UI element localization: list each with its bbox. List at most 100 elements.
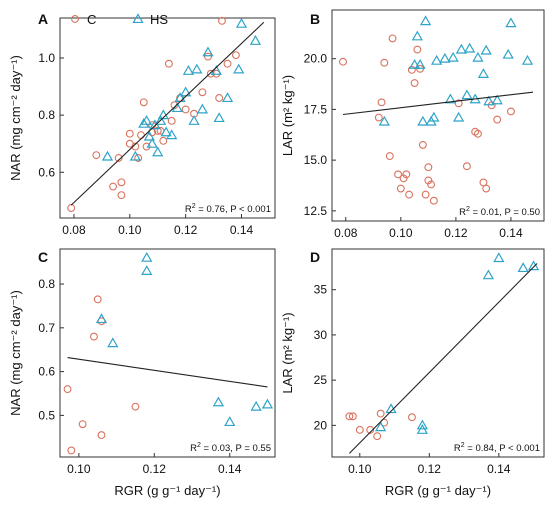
data-point-c [416, 64, 425, 73]
data-point-c [137, 131, 145, 140]
data-point-hs [166, 129, 178, 140]
data-point-c [339, 57, 347, 66]
data-point-c [217, 16, 226, 25]
data-point-c [380, 58, 389, 67]
data-point-hs [182, 65, 195, 75]
plot-frame [331, 248, 545, 458]
stat-r2-superscript: 2 [461, 442, 465, 449]
data-point-hs [249, 35, 262, 45]
x-tick-label: 0.08 [334, 226, 358, 240]
x-tick-label: 0.14 [487, 462, 511, 476]
data-point-c [407, 413, 416, 422]
data-point-hs [261, 398, 274, 409]
y-axis-label: NAR (mg cm⁻² day⁻¹) [8, 290, 23, 416]
data-point-c [97, 431, 106, 440]
data-point-c [89, 332, 98, 341]
data-point-hs [464, 42, 476, 53]
x-tick-label: 0.14 [230, 223, 254, 237]
data-point-c [198, 88, 207, 97]
y-axis-label: LAR (m² kg⁻¹) [280, 312, 295, 393]
data-point-hs [491, 94, 503, 105]
data-point-hs [414, 58, 426, 69]
data-point-c [134, 154, 143, 162]
stat-r2-superscript: 2 [197, 442, 201, 449]
stat-values: = 0.03, P = 0.55 [201, 443, 271, 454]
stat-r2-superscript: 2 [192, 203, 196, 210]
regression-line [70, 21, 265, 206]
data-point-hs [482, 269, 495, 280]
data-point-hs [233, 63, 245, 74]
data-point-c [109, 182, 118, 191]
stat-annotation: R2 = 0.01, P = 0.50 [459, 206, 540, 218]
data-point-c [125, 129, 134, 138]
stat-annotation: R2 = 0.76, P < 0.001 [185, 203, 271, 215]
data-point-c [93, 295, 102, 304]
stat-r-symbol: R [190, 443, 197, 454]
stat-r2-superscript: 2 [466, 206, 470, 213]
data-point-hs [527, 260, 540, 271]
x-tick-label: 0.12 [174, 223, 198, 237]
y-tick-label: 25 [314, 373, 328, 387]
data-point-c [117, 178, 126, 187]
data-point-c [482, 184, 491, 193]
panel-c: 0.10 0.12 0.14 0.5 0.6 0.7 0.8 NAR (mg cm⁻² day… [8, 248, 276, 498]
data-point-hs [455, 43, 468, 54]
data-point-hs [416, 424, 428, 434]
stat-r-symbol: R [185, 204, 192, 215]
data-point-c [139, 98, 148, 107]
legend: C HS [71, 12, 168, 27]
data-point-c [418, 140, 427, 149]
regression-line [348, 263, 538, 454]
data-point-hs [375, 421, 387, 432]
data-point-c [223, 59, 232, 68]
data-point-hs [191, 63, 203, 74]
data-point-hs [157, 109, 169, 120]
data-point-hs [250, 400, 262, 411]
data-point-c [377, 98, 386, 107]
data-point-c [388, 34, 397, 43]
x-tick-label: 0.08 [62, 223, 86, 237]
data-point-hs [428, 111, 440, 122]
x-tick-label: 0.10 [348, 462, 372, 476]
panel-d: 0.10 0.12 0.14 20 25 30 35 LAR (m² kg⁻¹) RGR (g … [280, 248, 545, 498]
plot-frame [59, 17, 276, 219]
data-point-hs [439, 52, 451, 63]
data-point-hs [517, 262, 529, 273]
panel-label: D [310, 249, 320, 265]
x-axis-label: RGR (g g⁻¹ day⁻¹) [114, 483, 220, 498]
data-point-c [355, 425, 364, 434]
data-point-hs [493, 252, 505, 263]
data-point-c [92, 151, 101, 160]
data-point-hs [143, 130, 155, 141]
data-point-c [421, 190, 430, 199]
stat-annotation: R2 = 0.03, P = 0.55 [190, 442, 271, 454]
legend-marker-hs [132, 13, 144, 24]
data-point-hs [160, 126, 172, 137]
data-point-c [215, 94, 224, 102]
legend-marker-c [71, 15, 79, 23]
data-point-hs [196, 103, 209, 114]
data-point-hs [152, 146, 164, 157]
panel-b: 0.08 0.10 0.12 0.14 12.5 15.0 17.5 20.0 LAR (m² … [280, 9, 545, 240]
data-point-c [167, 116, 176, 125]
data-point-hs [210, 65, 222, 75]
x-tick-label: 0.14 [499, 226, 523, 240]
data-point-c [493, 115, 502, 124]
data-point-hs [140, 115, 153, 125]
data-point-c [114, 154, 123, 162]
data-point-hs [129, 150, 142, 161]
data-point-c [410, 79, 419, 87]
data-point-c [473, 129, 482, 138]
legend-label-hs: HS [150, 12, 168, 27]
data-point-hs [213, 112, 225, 123]
data-point-hs [408, 58, 421, 69]
x-tick-label: 0.12 [444, 226, 468, 240]
stat-r-symbol: R [454, 443, 461, 454]
x-tick-label: 0.12 [418, 462, 442, 476]
data-point-hs [505, 17, 517, 28]
data-point-c [63, 385, 72, 394]
data-point-hs [171, 102, 183, 113]
stat-values: = 0.84, P < 0.001 [465, 443, 540, 454]
stat-r-symbol: R [459, 207, 466, 218]
data-point-hs [188, 115, 200, 125]
